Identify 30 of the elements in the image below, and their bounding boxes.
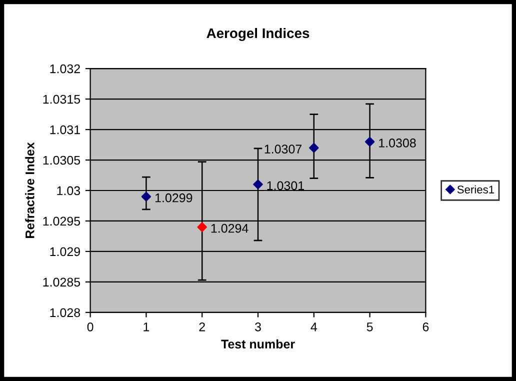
x-tick-label: 2 xyxy=(199,322,205,332)
x-tick-label: 4 xyxy=(310,322,318,332)
y-tick-label: 1.032 xyxy=(50,64,80,74)
x-tick-label: 1 xyxy=(144,322,150,332)
point xyxy=(197,222,207,232)
data-label: 1.0307 xyxy=(264,144,302,154)
data-label: 1.0308 xyxy=(379,138,416,148)
y-tick-label: 1.0315 xyxy=(43,94,80,104)
x-tick-label: 0 xyxy=(87,322,94,332)
point xyxy=(141,192,152,202)
x-tick-label: 5 xyxy=(366,322,373,332)
y-tick-label: 1.0305 xyxy=(43,156,80,165)
x-tick-label: 3 xyxy=(255,322,261,332)
y-tick-label: 1.029 xyxy=(50,247,80,256)
x-axis-title: Test number xyxy=(221,339,295,349)
y-tick-label: 1.03 xyxy=(57,186,80,196)
chart-title: Aerogel Indices xyxy=(206,28,310,41)
y-tick-label: 1.031 xyxy=(50,125,80,134)
y-tick-label: 1.0295 xyxy=(43,216,80,226)
legend-label: Series1 xyxy=(457,185,494,194)
data-label: 1.0299 xyxy=(155,193,192,202)
point xyxy=(364,136,375,147)
point xyxy=(253,180,263,190)
x-tick-label: 6 xyxy=(422,322,429,332)
data-label: 1.0301 xyxy=(267,181,304,190)
y-tick-label: 1.028 xyxy=(50,308,80,318)
point xyxy=(309,142,319,153)
y-tick-label: 1.0285 xyxy=(43,278,80,287)
y-axis-title: Refractive Index xyxy=(25,142,34,238)
data-label: 1.0294 xyxy=(211,224,248,233)
